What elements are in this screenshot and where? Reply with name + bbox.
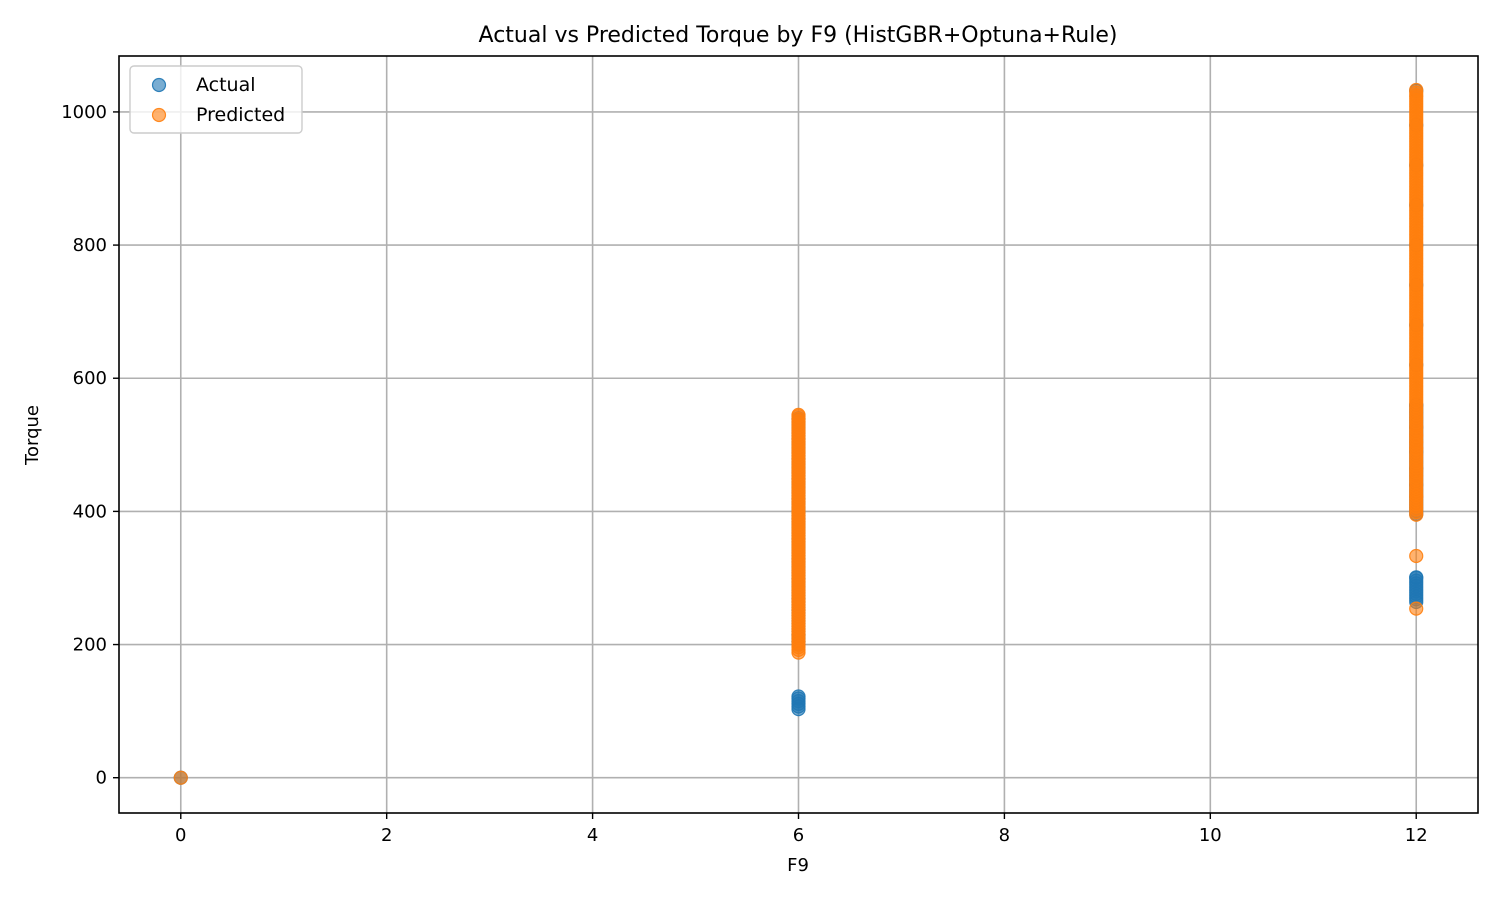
legend-box [129, 65, 303, 134]
legend-label-predicted: Predicted [196, 104, 285, 126]
x-tick-label: 10 [1199, 825, 1222, 846]
x-axis-label: F9 [787, 855, 809, 876]
legend-label-actual: Actual [196, 74, 256, 96]
series-predicted [173, 82, 1424, 785]
data-point [1409, 548, 1424, 564]
y-tick-label: 0 [96, 768, 107, 789]
y-tick-label: 400 [73, 501, 107, 522]
y-axis-label: Torque [22, 405, 43, 466]
x-tick-label: 8 [999, 825, 1010, 846]
data-points [173, 82, 1424, 785]
legend-marker-predicted [151, 107, 167, 123]
x-tick-label: 4 [587, 825, 598, 846]
chart-title: Actual vs Predicted Torque by F9 (HistGB… [479, 23, 1118, 48]
x-axis-ticks: 0 2 4 6 8 10 12 [175, 813, 1428, 846]
x-tick-label: 6 [793, 825, 804, 846]
data-point [791, 409, 806, 424]
y-tick-label: 800 [73, 235, 107, 256]
legend: Actual Predicted [129, 65, 303, 134]
data-point [1409, 570, 1424, 586]
y-tick-label: 200 [73, 635, 107, 656]
data-point [1409, 601, 1424, 616]
data-point [173, 770, 188, 785]
y-axis-ticks: 0 200 400 600 800 1000 [61, 102, 119, 789]
data-point [791, 691, 806, 706]
x-tick-label: 12 [1405, 825, 1428, 846]
legend-marker-actual [151, 77, 167, 93]
y-tick-label: 1000 [61, 102, 107, 123]
x-tick-label: 0 [175, 825, 186, 846]
x-tick-label: 2 [381, 825, 392, 846]
y-tick-label: 600 [73, 368, 107, 389]
data-point [1409, 85, 1424, 100]
